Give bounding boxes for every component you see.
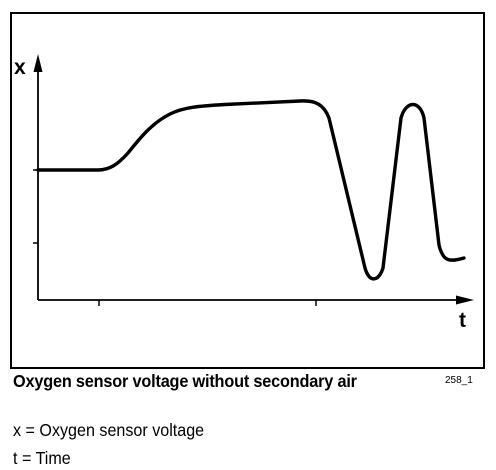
legend-equals: =	[25, 420, 35, 440]
diagram-frame	[10, 12, 485, 369]
figure-caption: Oxygen sensor voltage without secondary …	[13, 371, 357, 391]
legend-meaning: Time	[35, 448, 71, 468]
legend-meaning: Oxygen sensor voltage	[39, 420, 205, 440]
legend-symbol: t	[13, 448, 18, 468]
y-axis-arrow	[33, 54, 43, 72]
x-axis-label: t	[459, 309, 466, 332]
legend-equals: =	[21, 448, 32, 468]
oxygen-sensor-voltage-curve	[36, 99, 466, 281]
legend-item-x: x = Oxygen sensor voltage	[13, 420, 204, 441]
legend-symbol: x	[13, 420, 22, 440]
signal-diagram: x t	[10, 12, 485, 369]
x-axis-arrow	[456, 295, 474, 305]
figure-id: 258_1	[445, 375, 473, 386]
y-axis-label: x	[14, 56, 26, 79]
legend-item-t: t = Time	[13, 448, 71, 469]
